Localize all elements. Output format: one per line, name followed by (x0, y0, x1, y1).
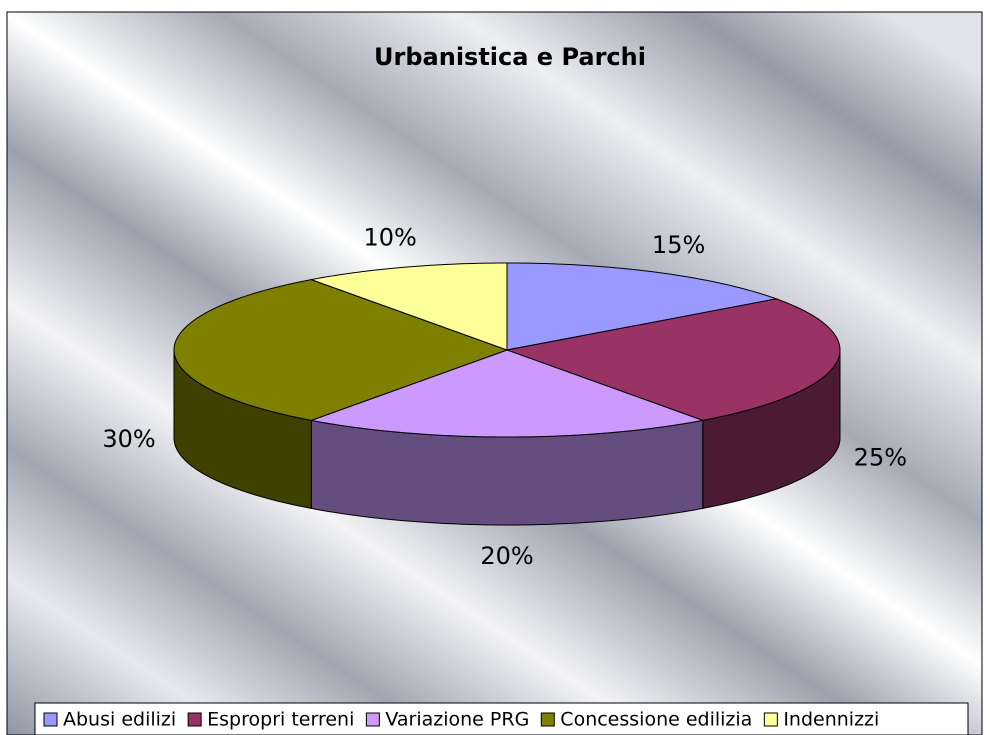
legend-swatch (187, 712, 202, 727)
legend-swatch (365, 712, 380, 727)
legend-label: Abusi edilizi (63, 709, 176, 731)
legend-label: Espropri terreni (207, 709, 354, 731)
legend-swatch (43, 712, 58, 727)
data-label: 25% (854, 443, 907, 471)
data-label: 30% (102, 425, 155, 453)
chart-title: Urbanistica e Parchi (374, 43, 646, 71)
pie-slice (173, 279, 509, 421)
pie-slice (309, 349, 705, 438)
legend-label: Variazione PRG (385, 709, 529, 731)
legend-label: Concessione edilizia (560, 709, 752, 731)
legend-swatch (540, 712, 555, 727)
data-label: 10% (364, 224, 417, 252)
pie-slice (309, 262, 508, 351)
legend-swatch (763, 712, 778, 727)
pie-slice (506, 262, 779, 351)
data-label: 15% (652, 231, 705, 259)
data-label: 20% (480, 542, 533, 570)
legend-label: Indennizzi (783, 709, 879, 731)
pie-slice (505, 298, 841, 421)
